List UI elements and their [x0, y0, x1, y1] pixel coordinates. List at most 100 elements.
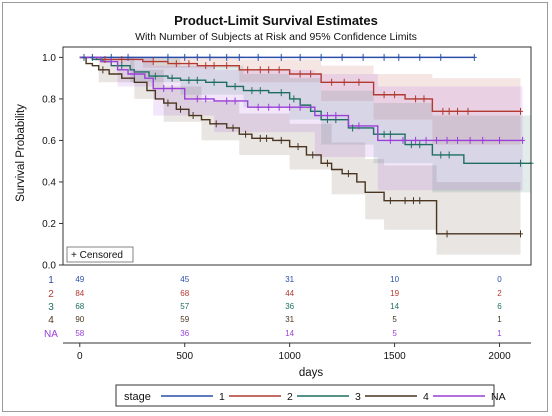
censor-mark-NA: [467, 136, 473, 144]
censor-mark-2: [455, 107, 461, 115]
censor-mark-1: [224, 53, 230, 61]
at-risk-value: 1: [497, 329, 502, 338]
censor-mark-NA: [194, 95, 200, 103]
y-tick-label: 0.2: [42, 219, 56, 230]
censor-mark-1: [89, 53, 95, 61]
censor-mark-NA: [387, 136, 393, 144]
at-risk-row-label: 2: [48, 289, 54, 300]
censor-mark-NA: [203, 95, 209, 103]
x-tick-label: 1500: [383, 351, 406, 362]
censor-mark-4: [402, 197, 408, 205]
censor-mark-2: [203, 62, 209, 70]
at-risk-value: 14: [390, 302, 399, 311]
censor-mark-2: [257, 66, 263, 74]
censor-mark-2: [150, 58, 156, 66]
censor-mark-1: [339, 53, 345, 61]
at-risk-value: 19: [390, 289, 399, 298]
censor-mark-NA: [232, 97, 238, 105]
censor-mark-3: [257, 87, 263, 95]
censor-mark-3: [211, 78, 217, 86]
censor-mark-4: [410, 197, 416, 205]
censored-legend-box: + Censored: [66, 246, 134, 263]
censor-mark-NA: [333, 112, 339, 120]
censor-mark-2: [186, 60, 192, 68]
confidence-band-4: [79, 57, 521, 255]
at-risk-value: 6: [497, 302, 502, 311]
survival-line-NA: [79, 56, 523, 142]
censor-mark-NA: [324, 112, 330, 120]
at-risk-value: 5: [392, 315, 397, 324]
censor-mark-1: [236, 53, 242, 61]
censor-mark-1: [81, 53, 87, 61]
at-risk-value: 0: [497, 275, 502, 284]
censor-mark-3: [381, 130, 387, 138]
censor-mark-2: [356, 78, 362, 86]
at-risk-value: 10: [390, 275, 399, 284]
plot-border: [62, 46, 532, 266]
y-tick-label: 0.8: [42, 94, 56, 105]
x-tick-label: 500: [176, 351, 193, 362]
censor-mark-2: [297, 70, 303, 78]
legend-box: [115, 384, 495, 407]
censor-mark-3: [408, 141, 414, 149]
at-risk-value: 14: [285, 329, 294, 338]
censor-mark-NA: [131, 70, 137, 78]
y-tick-label: 0.6: [42, 136, 56, 147]
censor-mark-NA: [400, 136, 406, 144]
censor-mark-NA: [520, 136, 526, 144]
censor-mark-4: [324, 159, 330, 167]
at-risk-value: 45: [180, 275, 189, 284]
censor-mark-4: [257, 134, 263, 142]
at-risk-value: 5: [392, 329, 397, 338]
censor-mark-1: [471, 53, 477, 61]
at-risk-row-label: 4: [48, 315, 54, 326]
censor-mark-3: [119, 62, 125, 70]
chart-title: Product-Limit Survival Estimates: [174, 13, 378, 28]
x-tick-label: 1000: [279, 351, 302, 362]
at-risk-value: 84: [75, 289, 84, 298]
censor-mark-NA: [255, 103, 261, 111]
legend-label-4: 4: [423, 391, 429, 403]
censor-mark-NA: [413, 136, 419, 144]
censor-mark-2: [446, 107, 452, 115]
at-risk-value: 90: [75, 315, 84, 324]
at-risk-value: 44: [285, 289, 294, 298]
censor-mark-NA: [444, 136, 450, 144]
censor-mark-2: [102, 55, 108, 63]
censor-mark-3: [169, 74, 175, 82]
censor-mark-2: [276, 66, 282, 74]
censor-mark-4: [230, 124, 236, 132]
survival-line-2: [79, 56, 521, 113]
censor-mark-3: [387, 130, 393, 138]
censor-mark-4: [243, 130, 249, 138]
x-tick-label: 2000: [488, 351, 511, 362]
censor-mark-NA: [224, 97, 230, 105]
at-risk-row-label: 1: [48, 275, 54, 286]
censor-mark-2: [173, 60, 179, 68]
censor-mark-NA: [423, 136, 429, 144]
plot-background: [63, 47, 531, 265]
y-tick-label: 0.0: [42, 261, 56, 272]
censor-mark-4: [190, 112, 196, 120]
censor-mark-NA: [455, 136, 461, 144]
at-risk-value: 49: [75, 275, 84, 284]
at-risk-row-label: NA: [44, 329, 58, 340]
censor-mark-2: [245, 66, 251, 74]
censor-mark-1: [194, 53, 200, 61]
censor-mark-2: [440, 107, 446, 115]
censor-mark-1: [297, 53, 303, 61]
confidence-band-NA: [79, 57, 523, 197]
legend-label-3: 3: [355, 391, 361, 403]
censor-mark-4: [444, 230, 450, 238]
censor-mark-3: [194, 76, 200, 84]
censor-mark-3: [232, 82, 238, 90]
censor-mark-3: [350, 124, 356, 132]
censor-mark-2: [421, 95, 427, 103]
legend-title: stage: [124, 391, 151, 403]
chart-subtitle: With Number of Subjects at Risk and 95% …: [135, 31, 417, 43]
censor-mark-2: [413, 95, 419, 103]
censor-mark-2: [119, 55, 125, 63]
x-axis-label: days: [299, 367, 324, 379]
at-risk-value: 36: [285, 302, 294, 311]
confidence-band-3: [79, 57, 531, 209]
